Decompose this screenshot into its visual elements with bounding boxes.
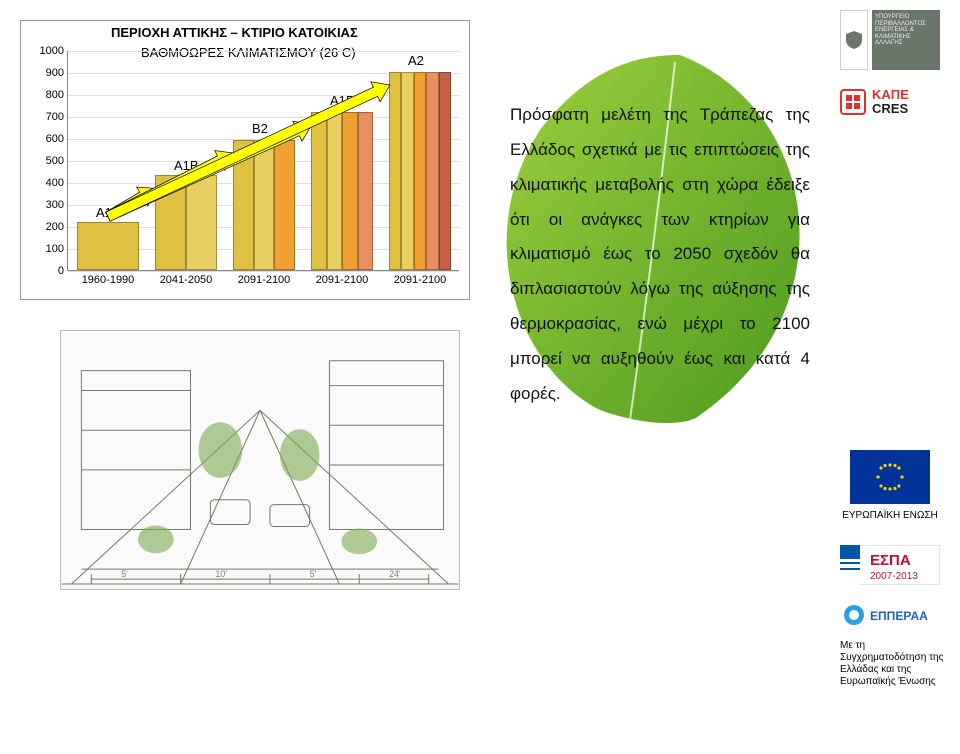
cres-logo: KAΠE CRES [840, 88, 940, 117]
chart-title: ΠΕΡΙΟΧΗ ΑΤΤΙΚΗΣ – ΚΤΙΡΙΟ ΚΑΤΟΙΚΙΑΣ [111, 25, 358, 40]
eu-flag [850, 450, 930, 504]
funding-note: Με τη Συγχρηματοδότηση της Ελλάδας και τ… [840, 640, 950, 688]
xlabel: 2091-2100 [311, 274, 373, 286]
building-sketch: 5' 10' 5' 24' [60, 330, 460, 590]
epperaa-logo: ΕΠΠΕΡΑΑ [840, 600, 940, 630]
svg-text:ΕΣΠΑ: ΕΣΠΑ [870, 552, 911, 569]
svg-text:10': 10' [215, 569, 227, 579]
ytick: 700 [46, 111, 64, 123]
ytick: 100 [46, 243, 64, 255]
ministry-text: ΥΠΟΥΡΓΕΙΟ ΠΕΡΙΒΑΛΛΟΝΤΟΣ ΕΝΕΡΓΕΙΑΣ & ΚΛΙΜ… [872, 10, 940, 70]
study-paragraph: Πρόσφατη μελέτη της Τράπεζας της Ελλάδος… [510, 98, 810, 412]
ytick: 300 [46, 199, 64, 211]
espa-logo: ΕΣΠΑ 2007-2013 [840, 545, 940, 585]
chart-plot: 010020030040050060070080090010001960-199… [67, 51, 459, 271]
xlabel: 2041-2050 [155, 274, 217, 286]
xlabel: 1960-1990 [77, 274, 139, 286]
ytick: 800 [46, 89, 64, 101]
ytick: 500 [46, 155, 64, 167]
svg-text:5': 5' [121, 569, 128, 579]
ytick: 400 [46, 177, 64, 189]
svg-text:24': 24' [389, 569, 401, 579]
shield-icon [844, 30, 864, 50]
ytick: 0 [58, 265, 64, 277]
svg-text:5': 5' [310, 569, 317, 579]
xlabel: 2091-2100 [389, 274, 451, 286]
cres-label-gr: KAΠE [872, 88, 909, 102]
logo-column: ΥΠΟΥΡΓΕΙΟ ΠΕΡΙΒΑΛΛΟΝΤΟΣ ΕΝΕΡΓΕΙΑΣ & ΚΛΙΜ… [840, 0, 950, 754]
eu-label: ΕΥΡΩΠΑΪΚΗ ΕΝΩΣΗ [840, 510, 940, 521]
ministry-logo: ΥΠΟΥΡΓΕΙΟ ΠΕΡΙΒΑΛΛΟΝΤΟΣ ΕΝΕΡΓΕΙΑΣ & ΚΛΙΜ… [840, 10, 940, 70]
cres-icon [840, 89, 866, 115]
cres-label-en: CRES [872, 102, 909, 116]
ytick: 900 [46, 67, 64, 79]
ytick: 1000 [40, 45, 64, 57]
svg-text:2007-2013: 2007-2013 [870, 571, 918, 582]
ytick: 200 [46, 221, 64, 233]
xlabel: 2091-2100 [233, 274, 295, 286]
degree-hours-chart: ΠΕΡΙΟΧΗ ΑΤΤΙΚΗΣ – ΚΤΙΡΙΟ ΚΑΤΟΙΚΙΑΣ ΒΑΘΜΟ… [20, 20, 470, 300]
svg-text:ΕΠΠΕΡΑΑ: ΕΠΠΕΡΑΑ [870, 609, 928, 623]
leaf-section: Πρόσφατη μελέτη της Τράπεζας της Ελλάδος… [480, 50, 840, 430]
ytick: 600 [46, 133, 64, 145]
